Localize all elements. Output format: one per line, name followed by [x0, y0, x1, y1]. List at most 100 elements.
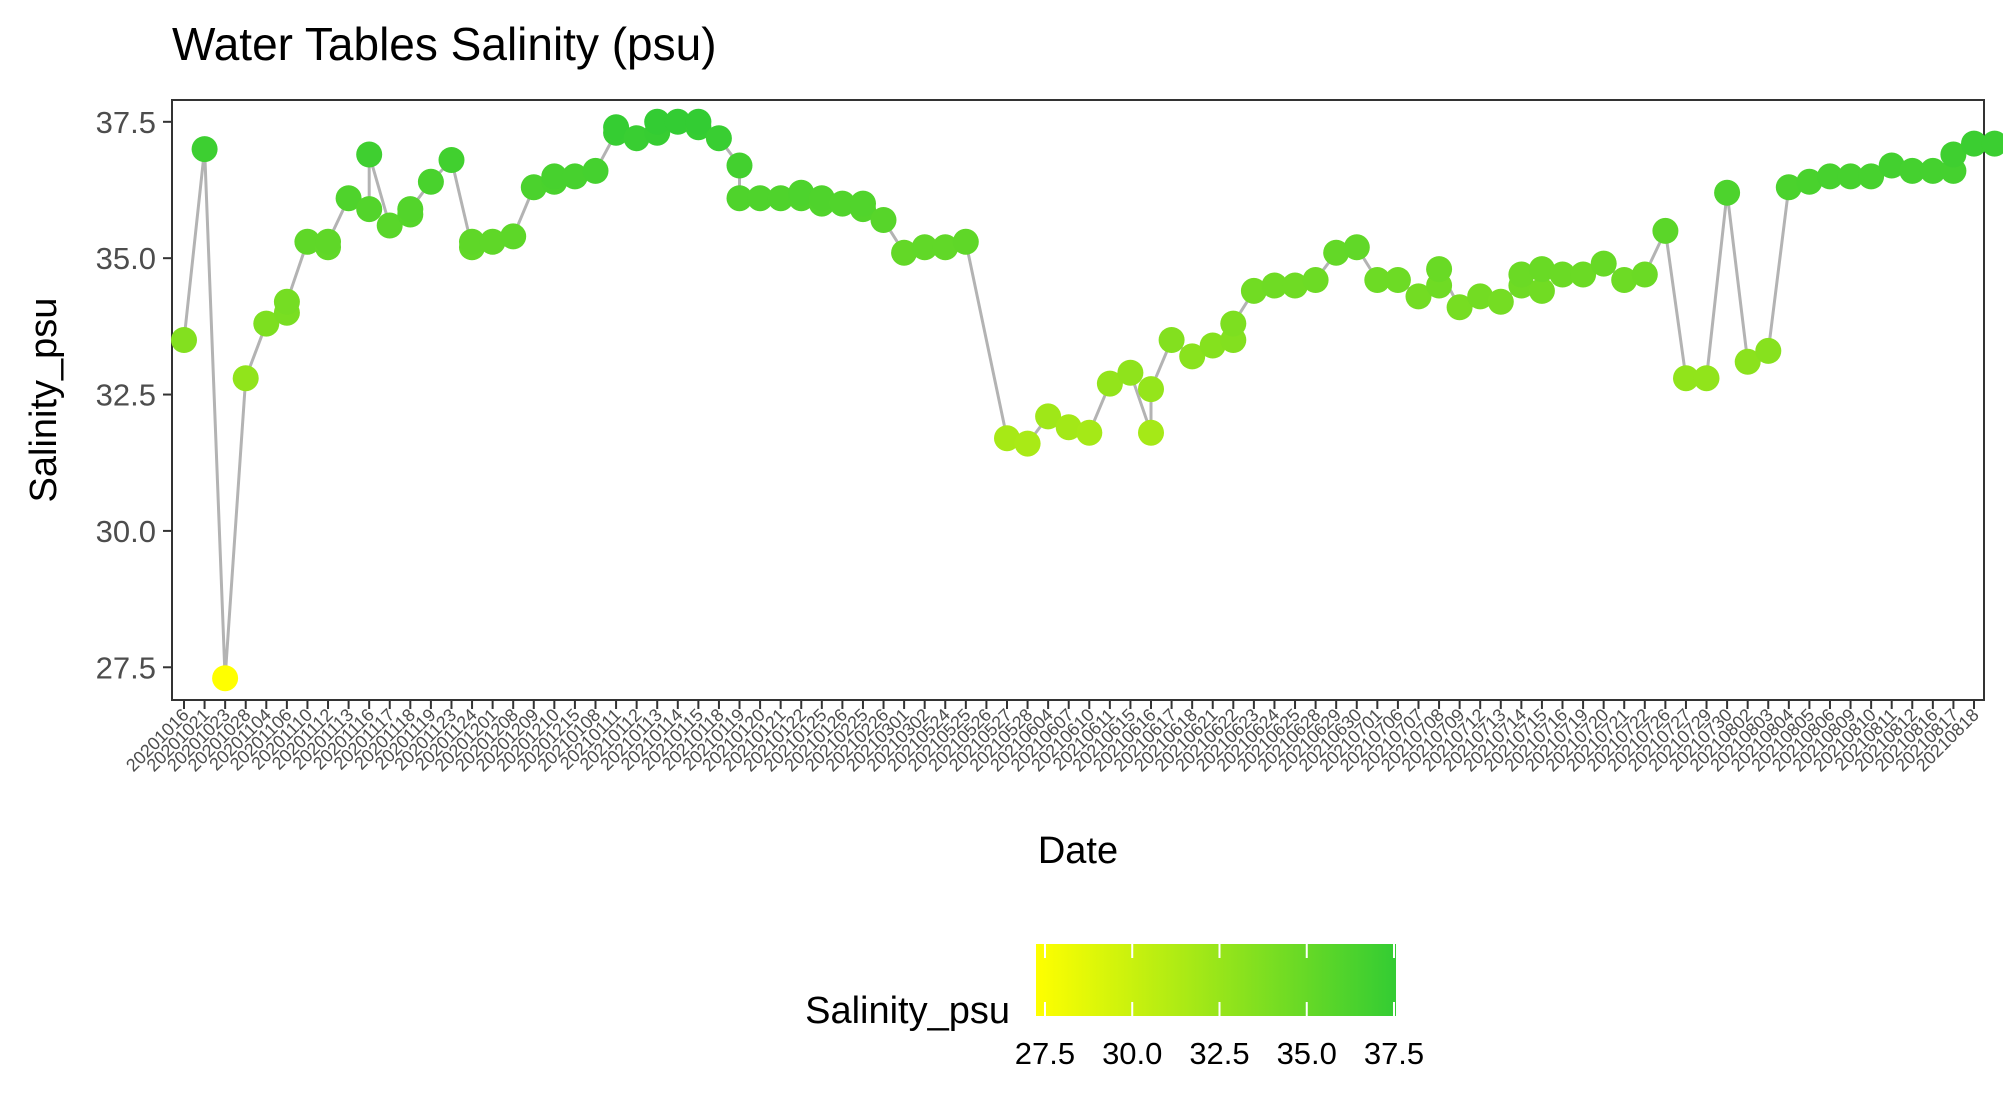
data-point [397, 196, 424, 223]
data-point [232, 365, 259, 392]
data-point [1384, 267, 1411, 293]
data-point [459, 228, 485, 255]
data-point [911, 234, 938, 261]
data-point [1302, 267, 1329, 293]
data-point [603, 114, 630, 141]
color-legend: Salinity_psu 27.5 30.0 32.5 35.0 37.5 [805, 944, 1424, 1071]
data-point [479, 228, 506, 255]
data-point [891, 239, 918, 266]
data-point [1878, 152, 1905, 179]
data-point [1446, 294, 1473, 321]
data-point [1487, 288, 1514, 315]
data-point [1693, 365, 1720, 392]
data-point [356, 141, 383, 168]
chart-title: Water Tables Salinity (psu) [172, 18, 717, 70]
data-point [294, 228, 321, 255]
data-point [1364, 267, 1391, 293]
data-point [870, 207, 897, 233]
y-tick-label: 35.0 [96, 241, 156, 276]
data-point [1961, 130, 1987, 157]
legend-tick-label: 30.0 [1102, 1036, 1162, 1071]
data-point [1220, 310, 1247, 337]
data-point [582, 157, 609, 184]
data-point [1261, 272, 1288, 299]
data-point [1549, 261, 1576, 288]
legend-tick-label: 32.5 [1189, 1036, 1249, 1071]
data-point [417, 168, 444, 195]
data-point [1714, 179, 1741, 206]
data-point [1426, 256, 1453, 283]
legend-ticks: 27.5 30.0 32.5 35.0 37.5 [1015, 944, 1424, 1071]
data-point [438, 147, 465, 173]
data-point [1508, 261, 1535, 288]
data-point [705, 125, 732, 152]
data-point [376, 212, 403, 239]
data-point [685, 108, 712, 135]
data-point [1755, 337, 1782, 364]
data-point [664, 108, 691, 135]
data-point [212, 665, 239, 692]
legend-tick-label: 27.5 [1015, 1036, 1075, 1071]
data-point [1837, 163, 1864, 190]
data-point [520, 174, 547, 201]
legend-colorbar [1036, 944, 1396, 1016]
data-point [541, 163, 568, 190]
data-point [1055, 414, 1082, 441]
data-point [952, 228, 979, 255]
data-point [1199, 332, 1226, 359]
data-point [1652, 217, 1679, 244]
data-point [273, 288, 300, 315]
data-point [1076, 419, 1103, 446]
y-tick-label: 37.5 [96, 105, 156, 140]
data-point [1138, 419, 1164, 446]
data-point [1940, 141, 1967, 168]
data-point [1467, 283, 1494, 310]
data-point [1775, 174, 1802, 201]
x-axis-label: Date [1038, 830, 1118, 872]
data-point [356, 196, 383, 223]
data-point [335, 185, 362, 212]
legend-tick-label: 37.5 [1364, 1036, 1424, 1071]
data-point [1282, 272, 1308, 299]
data-point [994, 425, 1020, 452]
data-point [1673, 365, 1699, 392]
data-point [747, 185, 774, 212]
y-tick-label: 27.5 [96, 650, 156, 685]
data-point [1138, 376, 1164, 403]
data-point [1981, 130, 2003, 157]
data-point [1323, 239, 1350, 266]
data-point [1179, 343, 1206, 370]
data-point [191, 136, 218, 163]
data-point [1899, 157, 1926, 184]
data-point [1734, 348, 1761, 375]
data-point [1035, 403, 1062, 430]
data-point [932, 234, 959, 261]
data-point [726, 185, 753, 212]
y-tick-label: 32.5 [96, 378, 156, 413]
data-point [788, 179, 815, 206]
data-point [644, 108, 671, 135]
data-point [1528, 277, 1555, 304]
y-axis-label: Salinity_psu [23, 298, 65, 503]
data-point [1528, 256, 1555, 283]
data-point [1919, 157, 1946, 184]
y-axis: 27.5 30.0 32.5 35.0 37.5 [96, 105, 172, 685]
data-point [829, 190, 856, 217]
data-point [1817, 163, 1843, 190]
data-point [1570, 261, 1597, 288]
x-axis: 2020101620201021202010232020102820201104… [122, 700, 1983, 775]
data-point [1014, 430, 1041, 457]
legend-tick-label: 35.0 [1277, 1036, 1337, 1071]
data-point [623, 125, 650, 152]
y-tick-label: 30.0 [96, 514, 156, 549]
data-point [1240, 277, 1267, 304]
data-point [1343, 234, 1370, 261]
data-point [1405, 283, 1432, 310]
data-point [1631, 261, 1658, 288]
data-point [1117, 359, 1144, 386]
data-point [315, 228, 341, 255]
data-point [1096, 370, 1123, 397]
data-point [561, 163, 588, 190]
